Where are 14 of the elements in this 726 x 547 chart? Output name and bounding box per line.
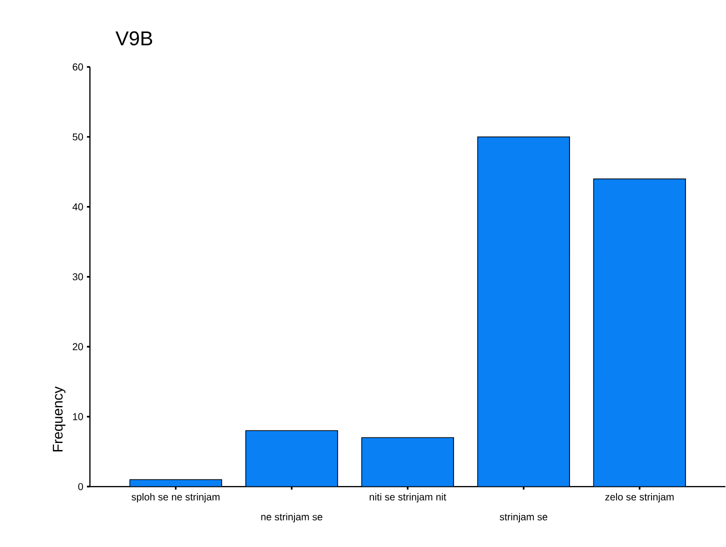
chart-title: V9B bbox=[116, 32, 152, 46]
y-tick-label: 20 bbox=[72, 343, 84, 350]
x-tick-label: strinjam se bbox=[500, 513, 548, 523]
y-tick-label: 30 bbox=[72, 273, 84, 281]
y-tick-label: 0 bbox=[78, 483, 84, 490]
y-axis-title: Frequency bbox=[52, 386, 66, 452]
x-tick-label: sploh se ne strinjam bbox=[132, 493, 220, 503]
x-tick-label: niti se strinjam nit bbox=[370, 493, 446, 503]
y-tick-label: 10 bbox=[73, 413, 84, 420]
y-tick-label: 40 bbox=[72, 204, 84, 211]
y-tick-label: 60 bbox=[72, 64, 84, 71]
x-tick-label: ne strinjam se bbox=[261, 513, 322, 523]
y-tick-label: 50 bbox=[72, 134, 84, 141]
x-tick-label: zelo se strinjam bbox=[605, 493, 674, 503]
